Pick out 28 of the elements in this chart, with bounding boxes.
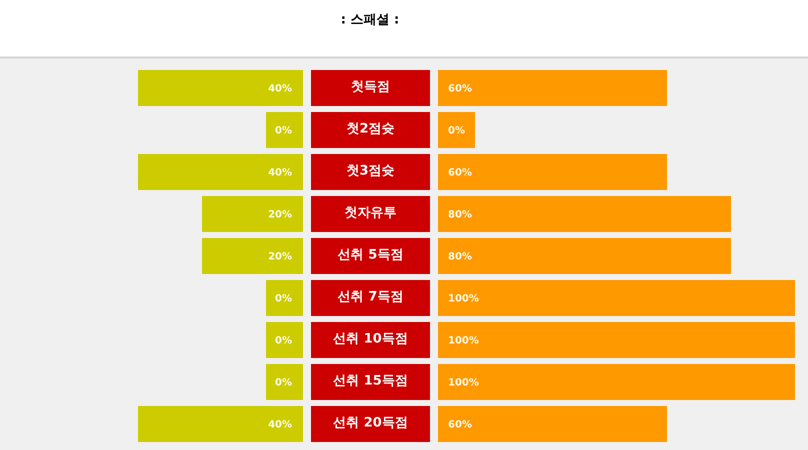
category-label: 선취 5득점	[338, 248, 404, 263]
value-label: 60%	[448, 168, 472, 179]
value-label: 100%	[448, 294, 479, 305]
value-label: 0%	[275, 294, 292, 305]
value-label: 100%	[448, 336, 479, 347]
category-label: 선취 10득점	[333, 332, 408, 347]
value-label: 60%	[448, 84, 472, 95]
value-label: 0%	[275, 378, 292, 389]
category-label: 선취 7득점	[338, 290, 404, 305]
category-label: 첫자유투	[344, 206, 396, 221]
value-label: 40%	[268, 168, 292, 179]
value-label: 80%	[448, 210, 472, 221]
value-label: 80%	[448, 252, 472, 263]
value-label: 40%	[268, 420, 292, 431]
category-label: 첫득점	[351, 80, 390, 95]
value-label: 0%	[275, 126, 292, 137]
value-label: 40%	[268, 84, 292, 95]
category-label: 선취 20득점	[333, 416, 408, 431]
value-label: 20%	[268, 210, 292, 221]
category-label: 첫3점슛	[346, 164, 395, 179]
value-label: 0%	[275, 336, 292, 347]
category-label: 첫2점슛	[346, 122, 395, 137]
title: : 스패셜 :	[340, 12, 400, 28]
category-label: 선취 15득점	[333, 374, 408, 389]
value-label: 60%	[448, 420, 472, 431]
value-label: 0%	[448, 126, 465, 137]
value-label: 20%	[268, 252, 292, 263]
value-label: 100%	[448, 378, 479, 389]
